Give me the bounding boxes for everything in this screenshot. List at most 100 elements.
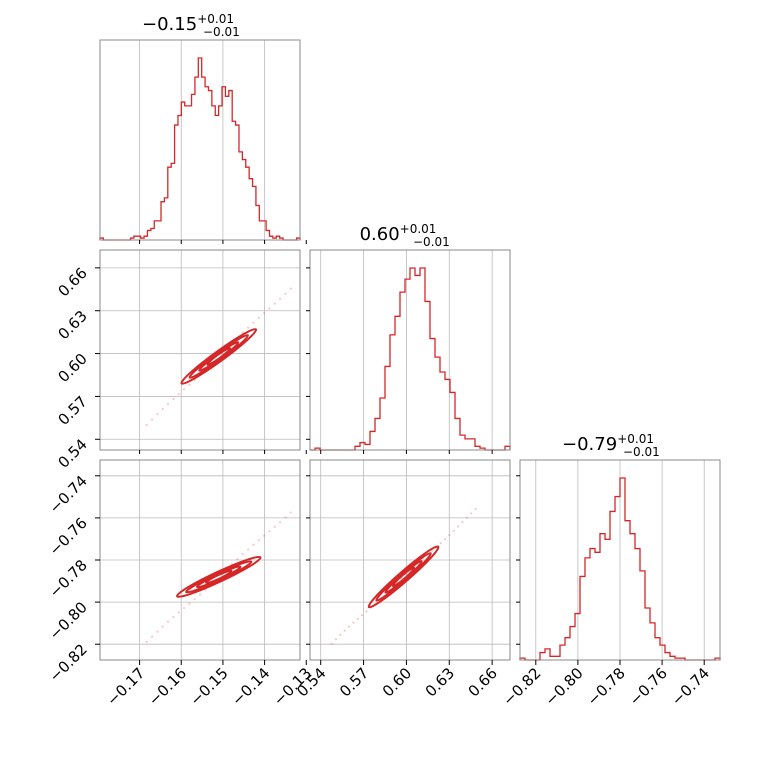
x-tick-label: 0.60 <box>379 664 415 700</box>
title-minus: −0.01 <box>413 235 450 249</box>
scatter-point <box>156 413 159 416</box>
x-tick-label: 0.63 <box>422 664 458 700</box>
scatter-point <box>273 525 276 528</box>
contour-line <box>185 560 253 594</box>
scatter-point <box>474 508 477 511</box>
x-tick-label: −0.74 <box>668 664 713 709</box>
scatter-point <box>246 326 250 329</box>
scatter-point <box>161 625 164 628</box>
title-value: −0.79 <box>562 434 617 455</box>
scatter-point <box>182 388 186 391</box>
scatter-point <box>145 423 148 427</box>
hist-panel-2: −0.79+0.01−0.01 <box>519 432 721 661</box>
scatter-point <box>443 538 447 541</box>
title-plus: +0.01 <box>400 222 437 236</box>
scatter-point <box>268 307 271 310</box>
contour-line <box>176 555 262 598</box>
x-tick-label: −0.17 <box>103 664 148 709</box>
x-tick-label: 0.57 <box>336 664 372 700</box>
scatter-point <box>241 553 244 556</box>
scatter-point <box>361 614 364 617</box>
scatter-panel-2-1 <box>309 459 511 661</box>
scatter-point <box>150 418 154 421</box>
scatter-point <box>284 292 287 295</box>
title-value: −0.15 <box>142 14 197 35</box>
scatter-point <box>278 521 282 524</box>
scatter-point <box>334 638 338 641</box>
scatter-point <box>145 640 148 644</box>
scatter-point <box>172 615 175 619</box>
scatter-point <box>339 633 342 637</box>
y-tick-label: −0.78 <box>46 556 91 601</box>
y-tick-label: −0.80 <box>46 598 91 643</box>
title-minus: −0.01 <box>623 445 660 459</box>
scatter-point <box>289 511 292 514</box>
panel-title: 0.60+0.01 <box>360 222 437 245</box>
contour-line <box>391 566 416 588</box>
scatter-point <box>193 598 196 601</box>
scatter-point <box>257 539 260 542</box>
scatter-point <box>356 617 359 620</box>
hist-panel-1: 0.60+0.01−0.01 <box>309 222 511 451</box>
scatter-point <box>166 620 170 623</box>
panel-frame <box>99 249 301 451</box>
histogram-series <box>310 267 511 451</box>
scatter-point <box>252 543 255 546</box>
scatter-point <box>347 625 351 628</box>
scatter-point <box>448 534 451 537</box>
y-tick-label: 0.57 <box>54 393 90 429</box>
x-tick-label: −0.78 <box>584 664 629 709</box>
scatter-point <box>246 548 250 551</box>
contour-line <box>198 341 240 372</box>
y-tick-label: −0.74 <box>46 472 91 517</box>
scatter-point <box>470 512 473 515</box>
scatter-point <box>289 287 292 290</box>
contour-line <box>180 328 258 385</box>
title-plus: +0.01 <box>617 432 654 446</box>
scatter-point <box>268 530 271 533</box>
x-tick-label: 0.66 <box>465 664 501 700</box>
scatter-point <box>330 642 333 645</box>
scatter-panel-1-0 <box>99 249 301 451</box>
x-tick-label: −0.14 <box>228 664 273 709</box>
contour-line <box>195 565 242 589</box>
scatter-point <box>465 516 468 519</box>
scatter-point <box>352 621 355 624</box>
scatter-point <box>156 630 159 633</box>
title-plus: +0.01 <box>197 12 234 26</box>
scatter-point <box>257 316 260 319</box>
scatter-point <box>188 383 191 386</box>
x-tick-label: −0.15 <box>187 664 232 709</box>
scatter-point <box>365 610 368 613</box>
panel-frame <box>309 249 511 451</box>
contour-line <box>384 559 423 594</box>
contour-line <box>188 334 249 379</box>
scatter-point <box>166 402 170 405</box>
scatter-point <box>252 321 255 324</box>
y-tick-label: 0.66 <box>54 264 90 300</box>
scatter-point <box>278 297 282 300</box>
scatter-point <box>236 558 239 561</box>
scatter-point <box>262 534 266 537</box>
panel-frame <box>99 39 301 241</box>
y-tick-label: 0.63 <box>54 307 90 343</box>
scatter-point <box>452 529 455 532</box>
histogram-series <box>519 477 721 661</box>
x-tick-label: −0.16 <box>145 664 190 709</box>
x-tick-label: −0.80 <box>541 664 586 709</box>
scatter-point <box>188 602 191 605</box>
x-tick-label: −0.82 <box>499 664 544 709</box>
histogram-series <box>99 57 301 241</box>
scatter-point <box>284 516 287 519</box>
y-tick-label: −0.82 <box>46 640 91 685</box>
scatter-panel-2-0 <box>99 459 301 661</box>
scatter-point <box>182 606 186 610</box>
scatter-point <box>161 407 164 411</box>
scatter-point <box>273 302 276 305</box>
contour-line <box>367 545 440 609</box>
title-value: 0.60 <box>360 224 400 245</box>
scatter-point <box>457 525 460 528</box>
scatter-point <box>461 520 464 524</box>
scatter-point <box>172 397 175 400</box>
